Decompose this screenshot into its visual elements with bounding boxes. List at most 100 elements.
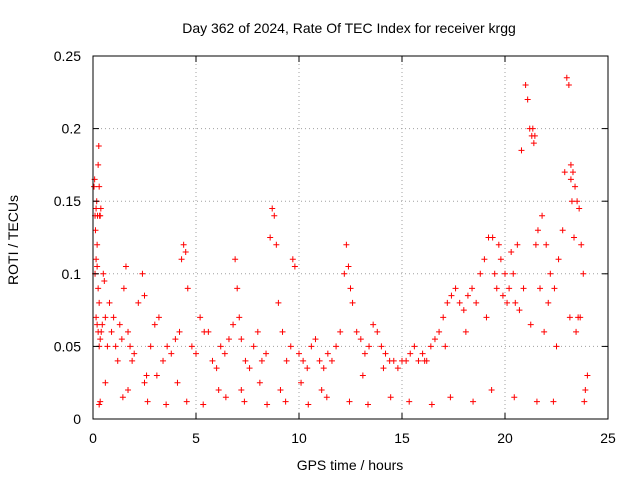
data-point <box>221 350 228 357</box>
data-point <box>483 314 490 321</box>
data-point <box>129 357 136 364</box>
data-point <box>529 125 536 132</box>
data-point <box>99 321 106 328</box>
data-point <box>516 307 523 314</box>
data-point <box>97 205 104 212</box>
data-point <box>559 227 566 234</box>
data-point <box>238 336 245 343</box>
data-point <box>164 343 171 350</box>
data-point <box>407 350 414 357</box>
data-point <box>232 256 239 263</box>
data-point <box>415 357 422 364</box>
data-point <box>448 292 455 299</box>
x-tick-label: 5 <box>192 430 200 446</box>
data-point <box>139 270 146 277</box>
data-point <box>323 394 330 401</box>
data-point <box>160 357 167 364</box>
data-point <box>561 169 568 176</box>
data-point <box>217 343 224 350</box>
data-point <box>428 401 435 408</box>
data-point <box>296 350 302 357</box>
data-point <box>488 386 495 393</box>
data-point <box>205 328 212 335</box>
data-point <box>374 328 381 335</box>
data-point <box>95 285 102 292</box>
data-point <box>97 398 104 405</box>
data-point <box>584 372 591 379</box>
data-point <box>118 336 125 343</box>
data-point <box>96 183 103 190</box>
data-point <box>298 379 305 386</box>
data-point <box>225 336 232 343</box>
data-point <box>254 328 261 335</box>
data-point <box>553 343 560 350</box>
data-point <box>333 343 340 350</box>
gridlines <box>93 56 608 419</box>
data-point <box>209 357 216 364</box>
data-point <box>573 328 580 335</box>
data-point <box>258 357 265 364</box>
data-point <box>155 314 162 321</box>
data-point <box>566 314 573 321</box>
data-point <box>532 241 539 248</box>
data-point <box>406 398 413 405</box>
data-point <box>506 285 513 292</box>
data-point <box>275 299 282 306</box>
data-point <box>267 234 274 241</box>
data-point <box>574 198 581 205</box>
data-point <box>473 299 480 306</box>
data-point <box>444 299 451 306</box>
data-point <box>419 350 426 357</box>
data-point <box>565 82 572 89</box>
y-tick-label: 0.1 <box>62 266 82 282</box>
data-point <box>341 270 348 277</box>
data-point <box>343 241 350 248</box>
data-point <box>91 183 98 190</box>
data-point <box>106 299 113 306</box>
data-point <box>95 143 102 150</box>
data-point <box>316 357 323 364</box>
data-point <box>308 343 315 350</box>
data-point <box>533 398 540 405</box>
data-point <box>277 386 284 393</box>
data-point <box>242 357 249 364</box>
data-point <box>324 350 331 357</box>
data-point <box>534 227 541 234</box>
data-point <box>119 394 126 401</box>
data-point <box>127 343 134 350</box>
data-point <box>182 249 189 256</box>
data-point <box>271 212 278 219</box>
data-point <box>120 285 127 292</box>
data-point <box>524 96 531 103</box>
data-point <box>531 132 538 139</box>
data-point <box>394 365 401 372</box>
data-point <box>263 350 270 357</box>
data-point <box>347 285 354 292</box>
data-point <box>141 379 148 386</box>
data-point <box>94 263 101 270</box>
data-point <box>250 343 257 350</box>
data-point <box>108 328 115 335</box>
data-point <box>153 372 160 379</box>
data-point <box>545 299 552 306</box>
data-point <box>571 234 578 241</box>
data-point <box>504 299 511 306</box>
data-point <box>427 343 434 350</box>
data-point <box>378 343 385 350</box>
data-point <box>300 357 307 364</box>
y-tick-label: 0.05 <box>54 338 81 354</box>
data-point <box>163 401 170 408</box>
data-point <box>491 270 498 277</box>
data-point <box>141 292 148 299</box>
data-point <box>563 74 570 81</box>
data-point <box>510 270 517 277</box>
data-point <box>320 365 327 372</box>
data-point <box>147 343 154 350</box>
data-point <box>97 212 104 219</box>
data-point <box>283 357 290 364</box>
data-point <box>460 307 467 314</box>
data-point <box>551 285 558 292</box>
data-point <box>143 372 150 379</box>
data-point <box>522 82 529 89</box>
data-point <box>96 401 103 408</box>
